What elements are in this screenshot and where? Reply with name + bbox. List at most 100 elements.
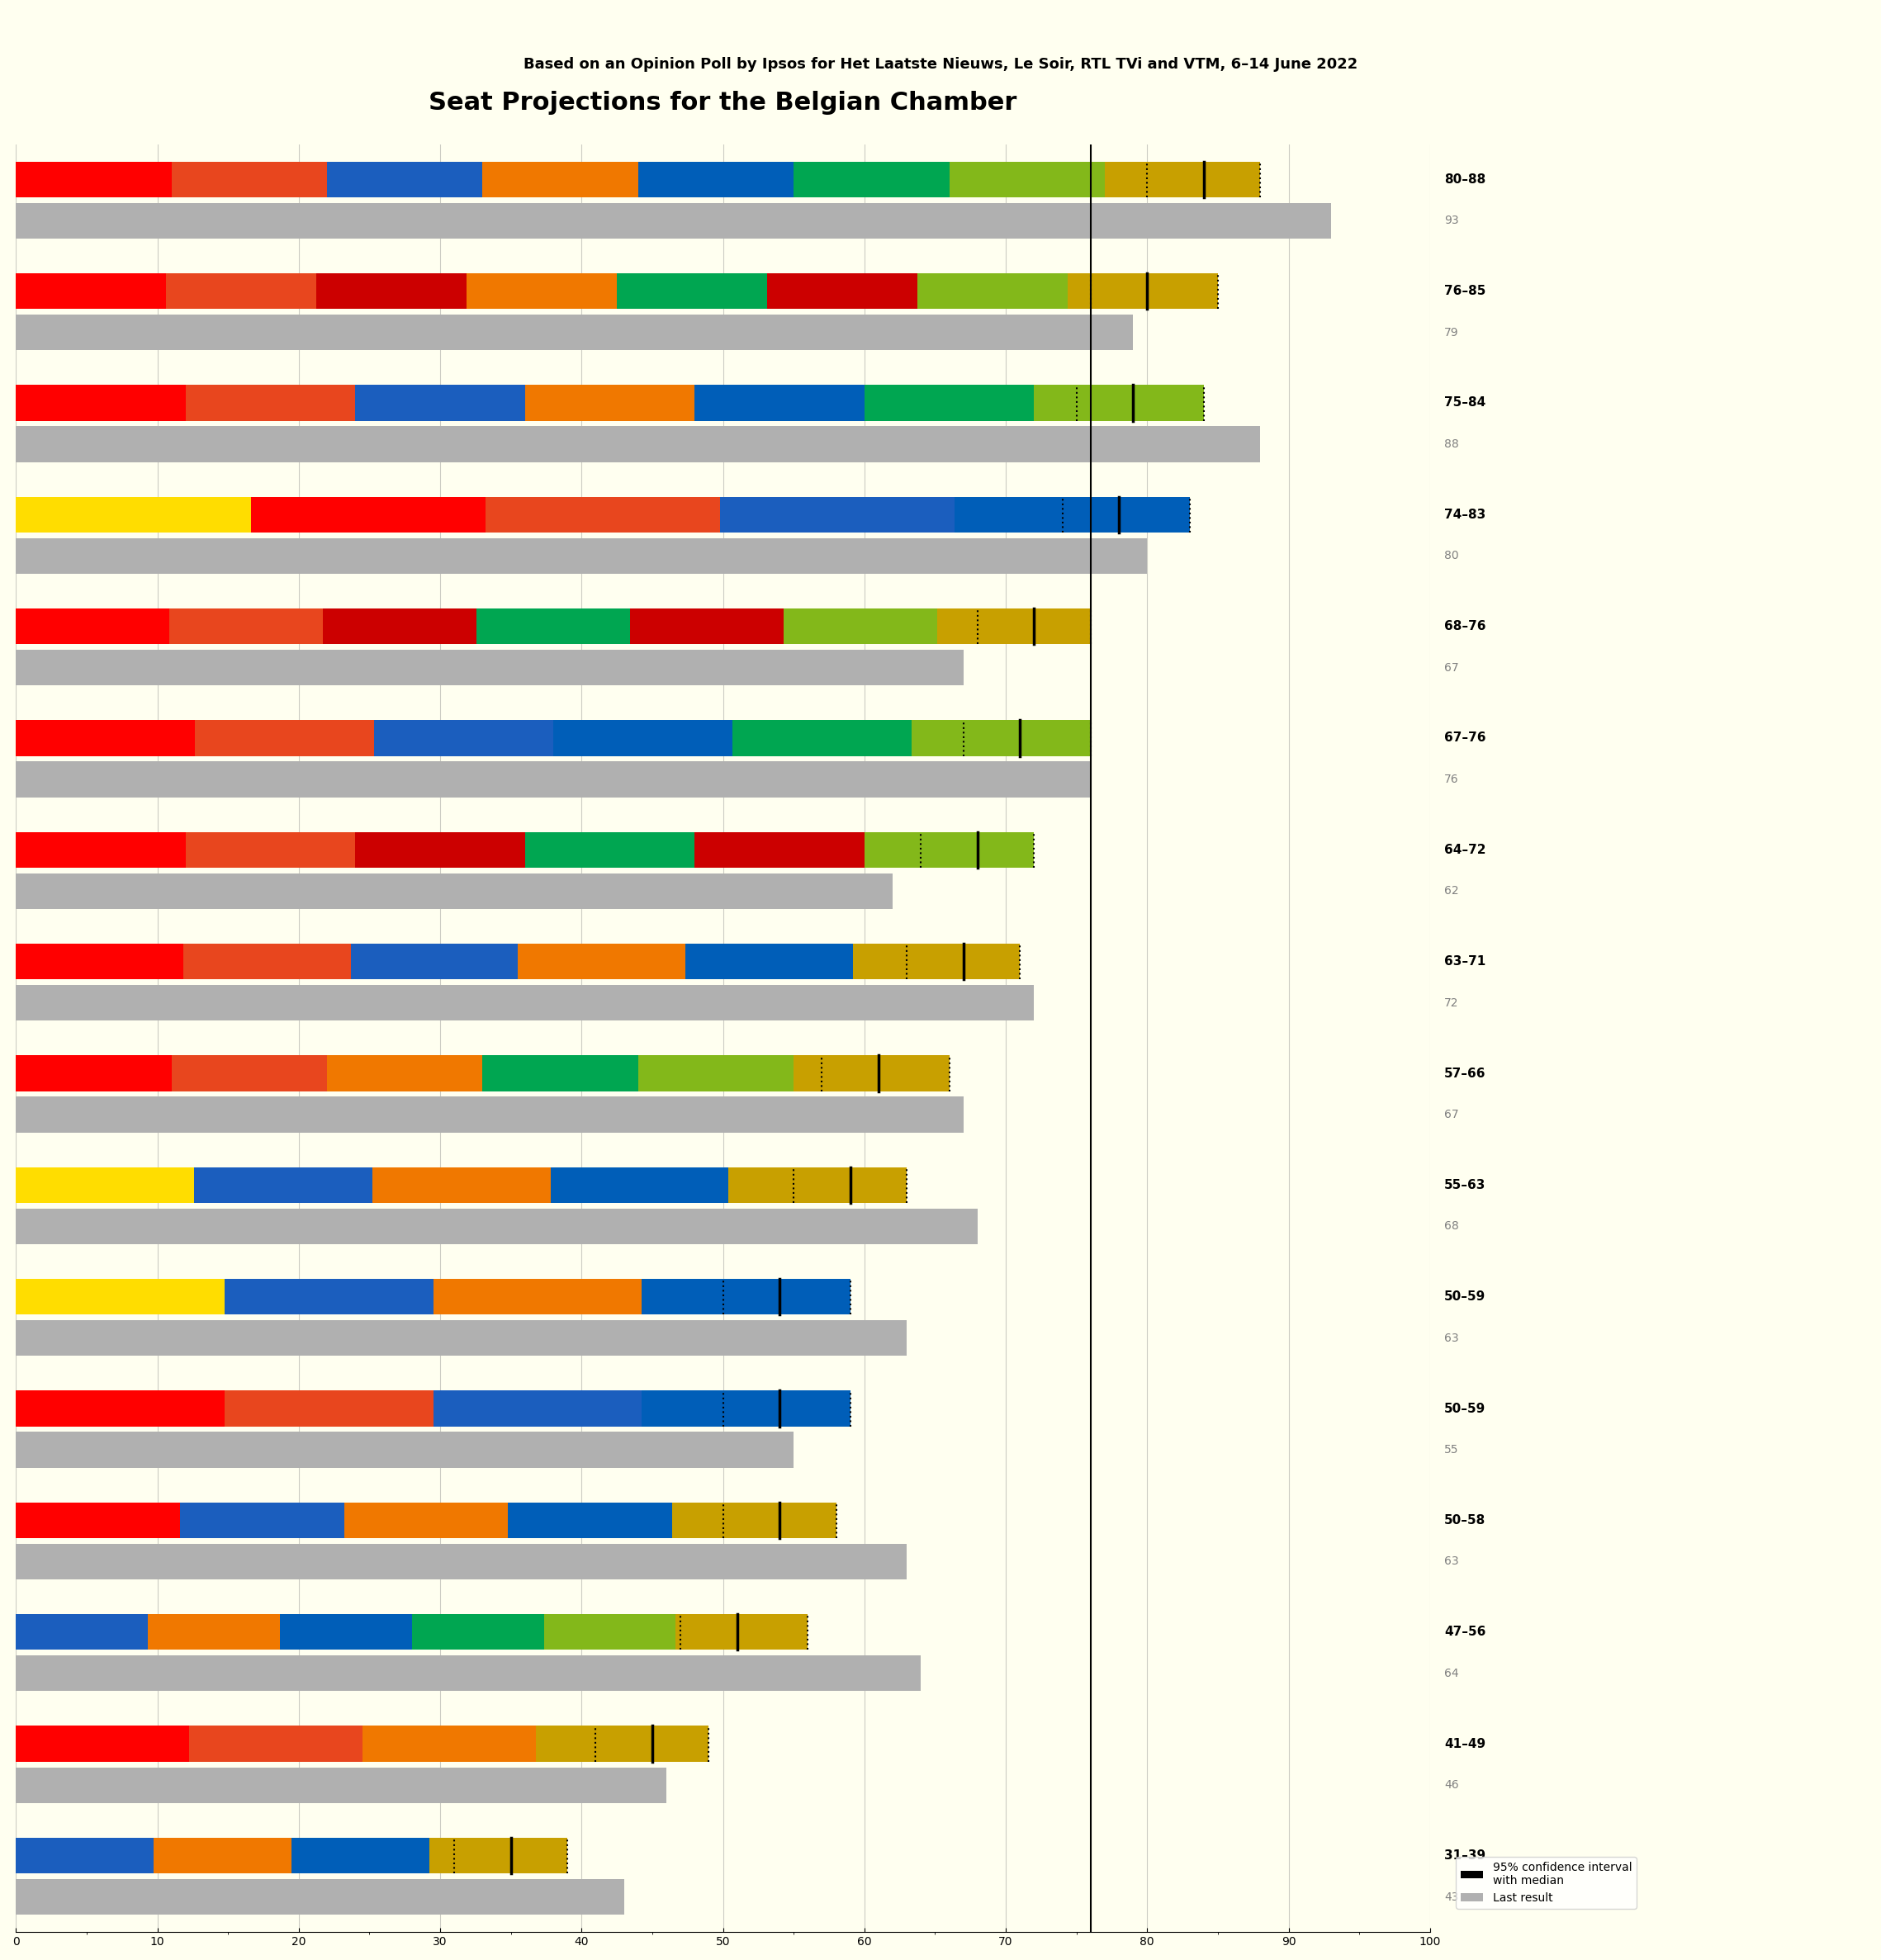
Bar (1035, 384, 1204, 421)
Bar (17, 1166, 194, 1203)
Bar (685, 943, 852, 980)
Bar (181, 1503, 344, 1539)
Bar (171, 161, 327, 198)
Text: 46: 46 (1445, 1780, 1458, 1791)
Text: 31–39: 31–39 (1445, 1850, 1486, 1862)
Bar (363, 1727, 536, 1762)
Bar (732, 719, 912, 757)
Bar (17, 874, 893, 909)
Bar (433, 1392, 641, 1427)
Bar (630, 608, 784, 645)
Bar (912, 719, 1091, 757)
Bar (17, 608, 169, 645)
Bar (694, 831, 865, 868)
Text: 68: 68 (1445, 1221, 1460, 1233)
Bar (17, 1768, 666, 1803)
Text: 68–76: 68–76 (1445, 619, 1486, 633)
Bar (525, 384, 694, 421)
Bar (937, 608, 1091, 645)
Text: 63: 63 (1445, 1333, 1458, 1345)
Bar (17, 1321, 907, 1356)
Bar (17, 831, 186, 868)
Text: 41–49: 41–49 (1445, 1739, 1486, 1750)
Text: 72: 72 (1445, 998, 1458, 1009)
Bar (17, 1880, 624, 1915)
Text: 74–83: 74–83 (1445, 508, 1486, 521)
Bar (865, 831, 1035, 868)
Bar (17, 762, 1091, 798)
Text: 75–84: 75–84 (1445, 396, 1486, 410)
Text: 79: 79 (1445, 327, 1458, 339)
Bar (617, 272, 767, 310)
Text: Based on an Opinion Poll by Ipsos for Het Laatste Nieuws, Le Soir, RTL TVi and V: Based on an Opinion Poll by Ipsos for He… (523, 57, 1358, 73)
Bar (17, 539, 1147, 574)
Bar (508, 1503, 672, 1539)
Text: 67: 67 (1445, 1109, 1458, 1121)
Bar (412, 1615, 544, 1650)
Text: 50–59: 50–59 (1445, 1290, 1486, 1303)
Bar (950, 161, 1104, 198)
Text: 80: 80 (1445, 551, 1458, 563)
Bar (517, 943, 685, 980)
Text: 67–76: 67–76 (1445, 731, 1486, 745)
Text: 43: 43 (1445, 1891, 1458, 1903)
Bar (544, 1615, 675, 1650)
Bar (466, 272, 617, 310)
Bar (186, 384, 356, 421)
Bar (149, 1615, 280, 1650)
Bar (194, 1166, 372, 1203)
Bar (17, 1544, 907, 1580)
Bar (17, 316, 1132, 351)
Bar (1068, 272, 1217, 310)
Bar (196, 719, 374, 757)
Legend: 95% confidence interval
with median, Last result: 95% confidence interval with median, Las… (1456, 1856, 1636, 1909)
Bar (794, 1054, 950, 1092)
Bar (956, 496, 1189, 533)
Bar (17, 427, 1260, 463)
Bar (17, 1054, 171, 1092)
Bar (485, 496, 720, 533)
Bar (17, 1615, 149, 1650)
Bar (166, 272, 316, 310)
Bar (182, 943, 350, 980)
Bar (728, 1166, 907, 1203)
Text: 62: 62 (1445, 886, 1458, 898)
Bar (154, 1838, 292, 1874)
Bar (638, 1054, 794, 1092)
Bar (17, 1656, 922, 1691)
Bar (356, 831, 525, 868)
Text: 67: 67 (1445, 662, 1458, 674)
Bar (186, 831, 356, 868)
Text: 64–72: 64–72 (1445, 843, 1486, 857)
Bar (280, 1615, 412, 1650)
Bar (350, 943, 517, 980)
Bar (865, 384, 1035, 421)
Bar (327, 161, 483, 198)
Text: 76: 76 (1445, 774, 1458, 786)
Bar (17, 986, 1035, 1021)
Bar (784, 608, 937, 645)
Bar (17, 1280, 224, 1315)
Bar (525, 831, 694, 868)
Bar (356, 384, 525, 421)
Bar (17, 1392, 224, 1427)
Bar (17, 1838, 154, 1874)
Bar (17, 1727, 190, 1762)
Bar (483, 1054, 638, 1092)
Bar (17, 384, 186, 421)
Bar (918, 272, 1068, 310)
Bar (17, 161, 171, 198)
Bar (327, 1054, 483, 1092)
Text: 93: 93 (1445, 216, 1458, 227)
Bar (767, 272, 918, 310)
Bar (638, 161, 794, 198)
Bar (17, 496, 250, 533)
Text: 63: 63 (1445, 1556, 1458, 1568)
Text: 64: 64 (1445, 1668, 1458, 1680)
Text: 57–66: 57–66 (1445, 1066, 1486, 1080)
Bar (224, 1280, 433, 1315)
Bar (483, 161, 638, 198)
Bar (17, 1433, 794, 1468)
Bar (17, 1098, 963, 1133)
Bar (17, 943, 182, 980)
